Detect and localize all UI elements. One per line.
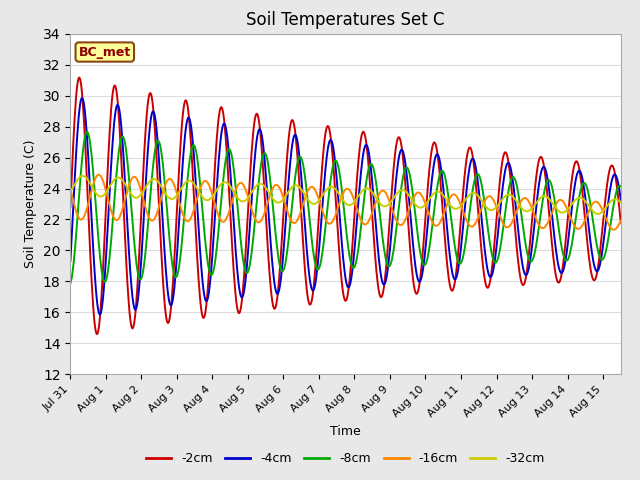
-16cm [617,218,625,224]
-8cm [484,231,492,237]
-32cm [541,193,549,199]
-32cm [418,204,426,210]
-4cm [419,270,426,276]
Line: -4cm: -4cm [70,98,621,314]
Y-axis label: Soil Temperature (C): Soil Temperature (C) [24,140,37,268]
-4cm [96,312,104,317]
-2cm [542,176,550,182]
-4cm [78,95,86,101]
-2cm [76,74,83,80]
-2cm [485,282,493,288]
-2cm [388,193,396,199]
-32cm [484,206,492,212]
-16cm [484,193,492,199]
-2cm [402,188,410,194]
-32cm [401,188,409,194]
-32cm [79,173,86,179]
-16cm [610,227,618,233]
-2cm [67,204,74,210]
-16cm [101,184,109,190]
Line: -2cm: -2cm [70,77,621,334]
X-axis label: Time: Time [330,425,361,438]
-4cm [485,273,493,279]
-8cm [418,257,426,263]
-8cm [387,261,395,267]
Legend: -2cm, -4cm, -8cm, -16cm, -32cm: -2cm, -4cm, -8cm, -16cm, -32cm [141,447,550,470]
-4cm [67,258,74,264]
-32cm [594,211,602,217]
-2cm [419,254,426,260]
Line: -32cm: -32cm [70,176,621,214]
-16cm [401,217,409,223]
-8cm [101,279,109,285]
Text: BC_met: BC_met [79,46,131,59]
-8cm [617,183,625,189]
-32cm [101,191,109,197]
-2cm [93,331,101,337]
-4cm [402,165,410,170]
-4cm [542,168,550,173]
-32cm [387,199,395,205]
Title: Soil Temperatures Set C: Soil Temperatures Set C [246,11,445,29]
-4cm [102,262,109,268]
-4cm [617,197,625,203]
-16cm [95,172,102,178]
-32cm [67,189,74,194]
-8cm [401,166,409,172]
-16cm [387,202,395,208]
-8cm [67,280,74,286]
Line: -16cm: -16cm [70,175,621,230]
-2cm [617,220,625,226]
-8cm [541,185,549,191]
-8cm [83,129,91,135]
-4cm [388,230,396,236]
-16cm [67,186,74,192]
-32cm [617,200,625,205]
-16cm [418,192,426,198]
-2cm [102,214,109,219]
-16cm [541,224,549,230]
Line: -8cm: -8cm [70,132,621,283]
